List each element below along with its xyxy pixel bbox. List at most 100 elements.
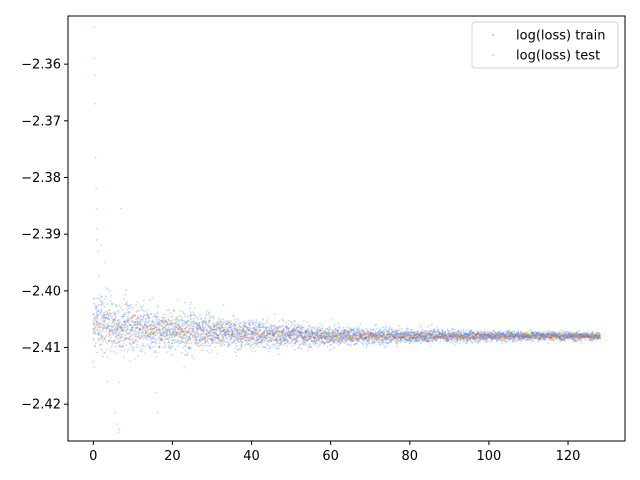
data-point [348, 344, 351, 346]
data-point [199, 334, 202, 337]
data-point [187, 330, 189, 333]
data-point [178, 325, 181, 327]
data-point [99, 348, 102, 351]
data-point [172, 322, 175, 325]
data-point [92, 327, 94, 330]
data-point [121, 324, 124, 326]
data-point [101, 295, 103, 298]
data-point [110, 325, 113, 328]
data-point [383, 346, 386, 349]
data-point [196, 325, 199, 328]
data-point [190, 330, 193, 333]
data-point [354, 327, 356, 329]
data-point [122, 345, 124, 348]
data-point [297, 347, 299, 349]
data-point [98, 298, 101, 300]
data-point [138, 324, 141, 326]
data-point [95, 323, 98, 326]
data-point [169, 323, 172, 325]
data-point [97, 332, 100, 335]
data-point [169, 333, 172, 336]
data-point [267, 326, 269, 328]
data-point [121, 335, 123, 338]
data-point [118, 339, 120, 342]
data-point [92, 313, 95, 315]
data-point [183, 313, 186, 316]
data-point [213, 331, 216, 334]
data-point [143, 323, 146, 325]
data-point [160, 334, 163, 337]
data-point [252, 346, 255, 349]
data-point [188, 336, 191, 339]
data-point [100, 296, 103, 299]
data-point [266, 339, 269, 342]
data-point [169, 321, 172, 324]
data-point [183, 334, 185, 337]
data-point [114, 339, 116, 342]
data-point [153, 337, 156, 340]
data-point [158, 327, 160, 330]
data-point [298, 347, 301, 349]
data-point [175, 334, 178, 337]
data-point [173, 334, 176, 337]
data-point [155, 356, 158, 358]
data-point [218, 326, 221, 328]
data-point [200, 333, 202, 335]
data-point [215, 324, 217, 327]
data-point [492, 329, 495, 332]
data-point [204, 338, 207, 341]
data-point [143, 323, 146, 325]
data-point [157, 332, 160, 335]
data-point [147, 314, 149, 316]
data-point [301, 332, 304, 334]
data-point [97, 326, 100, 328]
data-point [444, 330, 447, 333]
data-point [145, 312, 148, 315]
data-point [483, 339, 486, 342]
data-point [169, 347, 172, 350]
data-point [113, 322, 116, 325]
data-point [156, 312, 159, 315]
data-point [201, 336, 204, 339]
data-point [148, 316, 150, 319]
data-point [357, 325, 360, 328]
data-point [121, 323, 123, 326]
data-point [134, 340, 137, 342]
data-point [131, 326, 134, 329]
data-point [147, 316, 150, 319]
data-point [136, 301, 139, 304]
data-point [204, 342, 207, 344]
data-point [350, 344, 352, 346]
data-point [168, 324, 170, 326]
data-point [188, 325, 191, 328]
data-point [165, 320, 168, 323]
data-point [145, 331, 148, 333]
data-point [302, 342, 305, 344]
data-point [187, 330, 190, 333]
data-point [168, 326, 170, 329]
data-point [170, 334, 173, 337]
data-point [285, 329, 288, 332]
data-point [186, 326, 188, 328]
data-point [207, 338, 209, 340]
data-point [201, 321, 204, 324]
data-point [136, 326, 139, 328]
data-point [168, 327, 171, 330]
data-point [152, 340, 155, 343]
data-point [139, 323, 142, 326]
data-point [162, 327, 164, 329]
data-point [102, 317, 105, 320]
data-point [277, 347, 280, 350]
data-point [161, 332, 164, 335]
data-point [168, 337, 171, 340]
data-point [166, 330, 169, 333]
data-point [182, 323, 185, 325]
data-point [164, 335, 167, 338]
data-point [139, 305, 142, 308]
data-point [201, 329, 203, 332]
data-point [180, 331, 183, 334]
data-point [180, 329, 182, 332]
data-point [143, 313, 146, 316]
data-point [145, 326, 148, 329]
data-point [110, 317, 113, 319]
